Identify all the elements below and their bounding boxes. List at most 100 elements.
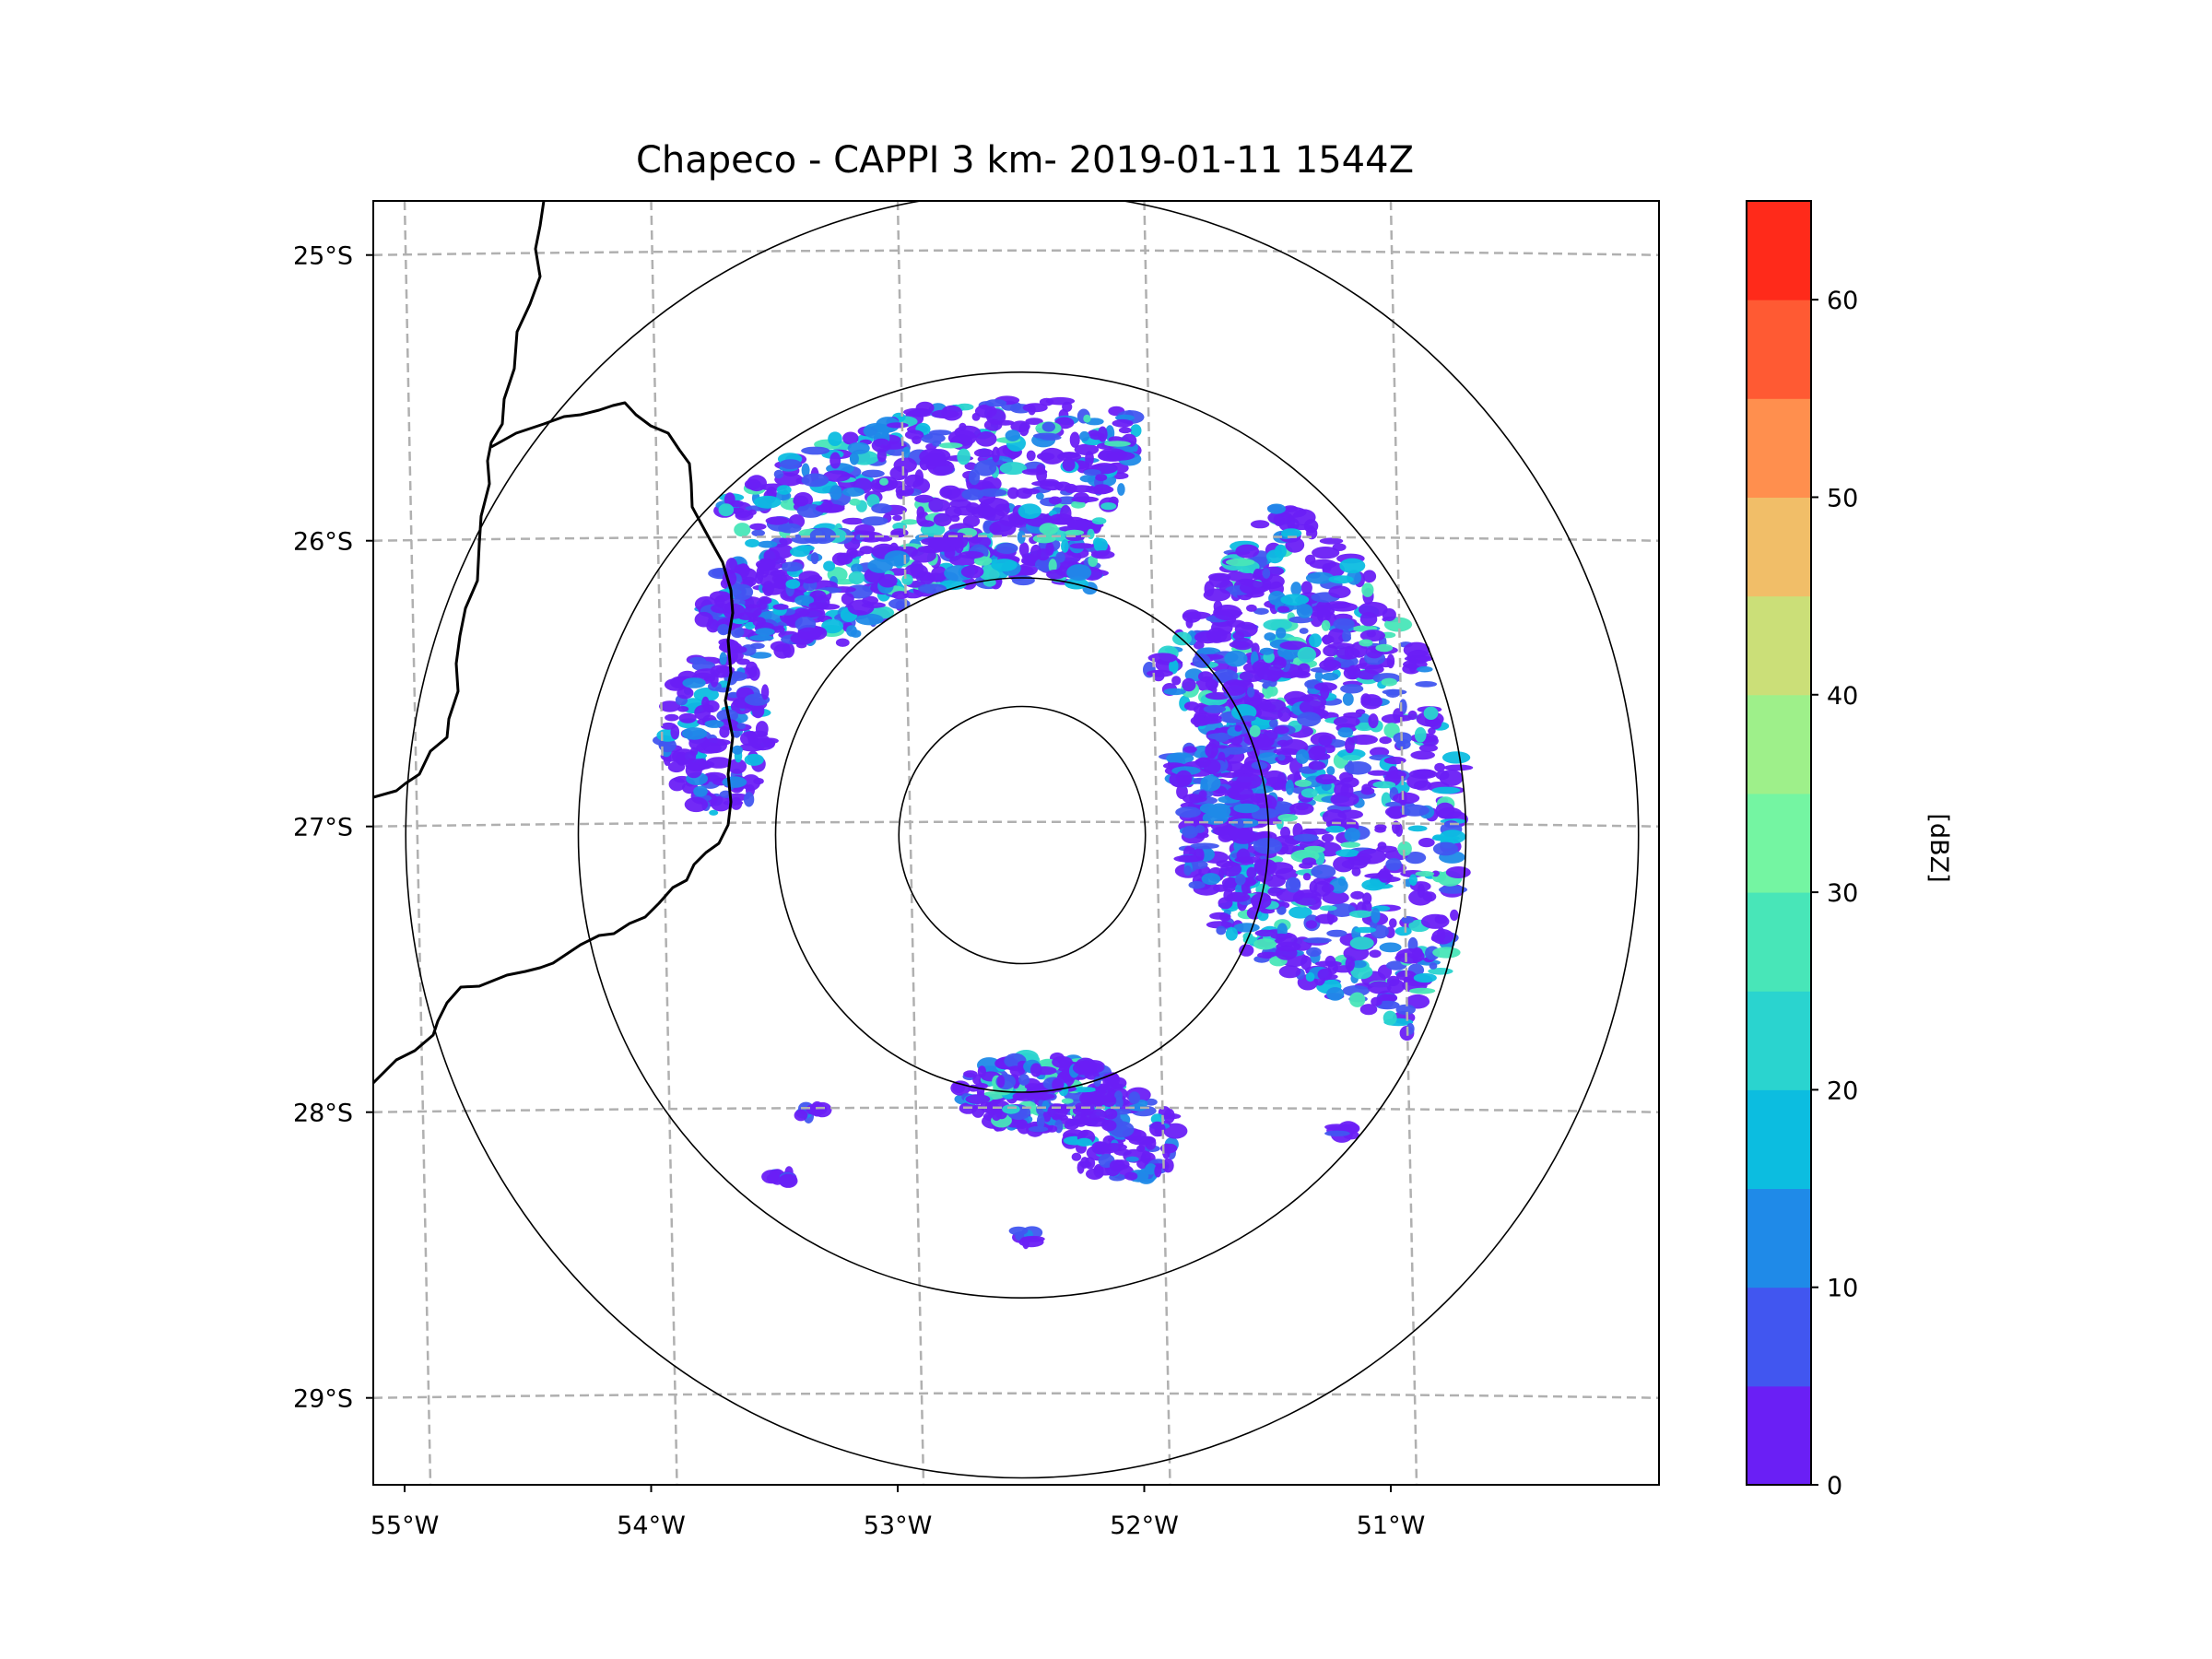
echo-cell xyxy=(1431,786,1461,794)
colorbar-segment xyxy=(1747,892,1811,992)
echo-cell xyxy=(1375,643,1394,653)
echo-cell xyxy=(1203,759,1221,774)
echo-cell xyxy=(717,624,730,636)
echo-cell xyxy=(779,459,802,469)
echo-cell xyxy=(1382,1010,1397,1026)
echo-cell xyxy=(1222,761,1245,772)
echo-cell xyxy=(1408,874,1418,886)
echo-cell xyxy=(1233,803,1260,814)
echo-cell xyxy=(1145,1163,1158,1175)
echo-cell xyxy=(677,687,694,700)
echo-cell xyxy=(1083,414,1091,423)
echo-cell xyxy=(766,1173,781,1183)
echo-cell xyxy=(1300,955,1312,971)
echo-cell xyxy=(974,404,997,418)
meridian-line xyxy=(896,201,925,1485)
echo-cell xyxy=(808,602,826,609)
echo-cell xyxy=(810,552,819,565)
echo-cell xyxy=(1048,559,1057,573)
echo-cell xyxy=(747,731,756,741)
echo-cell xyxy=(1282,505,1299,512)
echo-cell xyxy=(1280,826,1290,840)
x-tick-label: 55°W xyxy=(371,1512,440,1540)
parallel-line xyxy=(373,820,1659,828)
echo-cell xyxy=(1039,397,1054,406)
echo-cell xyxy=(1285,877,1301,893)
x-tick-label: 53°W xyxy=(864,1512,933,1540)
echo-cell xyxy=(772,558,786,564)
echo-cell xyxy=(734,566,751,573)
echo-cell xyxy=(877,448,887,463)
echo-cell xyxy=(1388,766,1399,780)
echo-cell xyxy=(938,442,963,449)
echo-cell xyxy=(1267,503,1286,514)
echo-cell xyxy=(1325,825,1346,833)
echo-cell xyxy=(1360,693,1371,706)
echo-cell xyxy=(1239,670,1265,682)
colorbar-segment xyxy=(1747,1188,1811,1288)
echo-cell xyxy=(1206,921,1233,929)
echo-cell xyxy=(928,497,944,512)
echo-cell xyxy=(1062,457,1076,472)
echo-cell xyxy=(1383,757,1406,765)
echo-cell xyxy=(1200,774,1221,792)
colorbar-segment xyxy=(1747,201,1811,300)
echo-cell xyxy=(785,579,801,589)
echo-cell xyxy=(1275,945,1298,960)
echo-cell xyxy=(1278,965,1301,979)
echo-cell xyxy=(1395,1004,1416,1016)
echo-cell xyxy=(1253,568,1263,580)
echo-cell xyxy=(1337,726,1354,738)
echo-cell xyxy=(1130,424,1142,438)
echo-cell xyxy=(1359,1004,1378,1016)
echo-cell xyxy=(889,465,909,481)
echo-cell xyxy=(689,747,699,757)
x-tick-label: 52°W xyxy=(1110,1512,1179,1540)
echo-cell xyxy=(747,475,767,492)
echo-cell xyxy=(1216,860,1232,868)
echo-cell xyxy=(1441,751,1471,764)
echo-cell xyxy=(1339,771,1354,783)
echo-cell xyxy=(1333,715,1360,728)
echo-cell xyxy=(1296,748,1310,764)
echo-cell xyxy=(752,617,766,628)
echo-cell xyxy=(1115,414,1135,421)
echo-cell xyxy=(1434,762,1445,772)
colorbar-segment xyxy=(1747,991,1811,1090)
x-tick-label: 51°W xyxy=(1357,1512,1426,1540)
echo-cell xyxy=(983,418,1003,431)
echo-cell xyxy=(1415,871,1435,877)
echo-cell xyxy=(1124,1171,1138,1181)
echo-cell xyxy=(1085,451,1094,466)
echo-cell xyxy=(1026,450,1036,461)
echo-cell xyxy=(1279,641,1308,651)
echo-cell xyxy=(1011,575,1035,586)
echo-cell xyxy=(1253,733,1270,748)
echo-cell xyxy=(1313,682,1337,692)
echo-cell xyxy=(1328,575,1354,584)
echo-cell xyxy=(1049,517,1075,525)
echo-cell xyxy=(929,535,952,552)
echo-cell xyxy=(1182,611,1211,619)
echo-cell xyxy=(723,603,746,619)
echo-cell xyxy=(1364,873,1394,879)
echo-cell xyxy=(1231,780,1241,789)
echo-cell xyxy=(1113,1159,1130,1171)
echo-cell xyxy=(1018,542,1030,557)
echo-cell xyxy=(744,753,764,766)
echo-cell xyxy=(963,1070,978,1078)
echo-cell xyxy=(1360,787,1375,795)
echo-cell xyxy=(1066,564,1092,582)
echo-cell xyxy=(677,706,689,712)
echo-cell xyxy=(1076,1137,1093,1147)
echo-cell xyxy=(973,460,997,477)
echo-cell xyxy=(1028,1125,1049,1133)
echo-cell xyxy=(665,713,679,722)
map-area xyxy=(373,201,1659,1485)
echo-cell xyxy=(1074,519,1092,531)
echo-cell xyxy=(750,737,775,751)
echo-cell xyxy=(1300,788,1318,798)
echo-cell xyxy=(1410,750,1435,760)
echo-cell xyxy=(1382,608,1396,621)
echo-cell xyxy=(1208,573,1230,588)
